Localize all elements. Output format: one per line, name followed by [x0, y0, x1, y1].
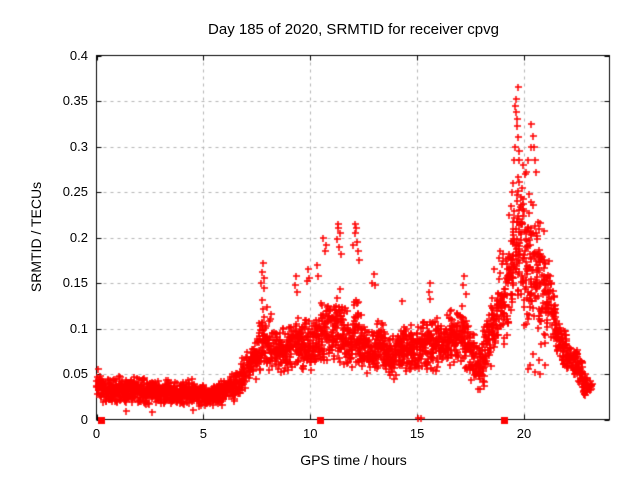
chart-title: Day 185 of 2020, SRMTID for receiver cpv…	[208, 21, 499, 38]
x-axis-label: GPS time / hours	[300, 452, 407, 468]
y-tick-label: 0.4	[69, 47, 88, 63]
x-tick-label: 20	[516, 426, 532, 441]
x-tick-label: 10	[303, 426, 318, 441]
y-tick-label: 0.35	[62, 93, 88, 108]
y-tick-label: 0.1	[69, 320, 88, 336]
y-tick-label: 0.2	[69, 229, 88, 245]
y-tick-label: 0.3	[69, 138, 88, 154]
y-tick-label: 0	[80, 411, 88, 427]
x-tick-label: 5	[199, 426, 207, 441]
y-tick-label: 0.05	[62, 366, 88, 381]
x-tick-label: 0	[92, 426, 101, 441]
y-tick-label: 0.15	[62, 275, 88, 290]
x-tick-label: 15	[409, 426, 425, 441]
y-tick-label: 0.25	[62, 184, 88, 199]
